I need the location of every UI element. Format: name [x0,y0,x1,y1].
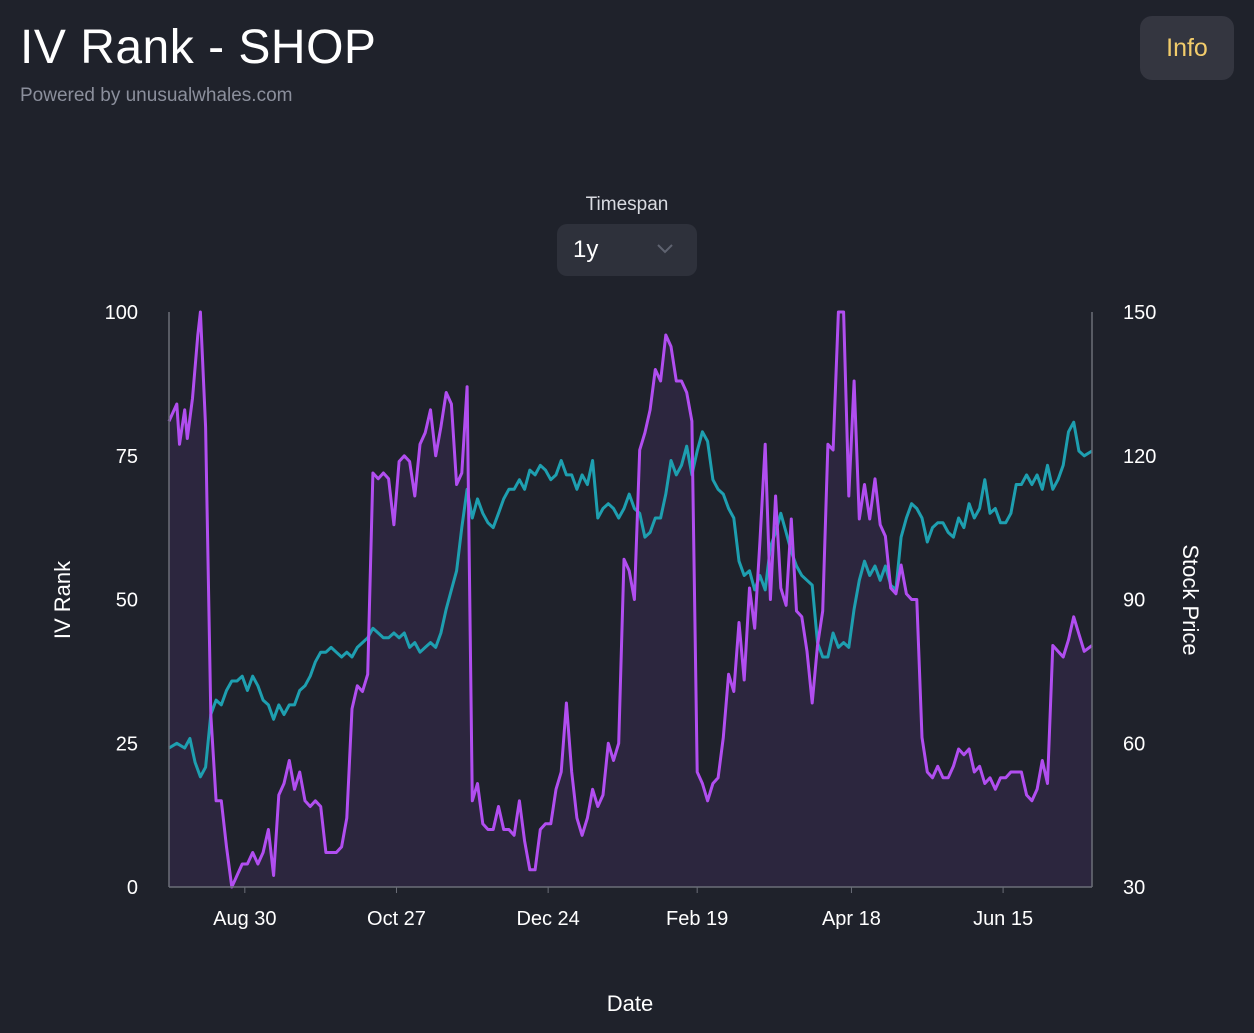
x-tick-label: Feb 19 [666,908,728,930]
left-tick-label: 25 [116,733,138,755]
timespan-select[interactable]: 1y [557,224,697,276]
info-button[interactable]: Info [1140,16,1234,80]
x-tick-label: Aug 30 [213,908,276,930]
right-tick-label: 60 [1123,733,1145,755]
timespan-label: Timespan [585,194,669,215]
left-tick-label: 50 [116,590,138,612]
right-tick-label: 90 [1123,590,1145,612]
x-axis-ticks: Aug 30 Oct 27 Dec 24 Feb 19 Apr 18 Jun 15 [213,887,1033,930]
left-tick-label: 75 [116,446,138,468]
iv-rank-series-line [167,310,1093,889]
left-tick-label: 100 [105,302,138,324]
timespan-value: 1y [573,236,599,263]
right-tick-label: 30 [1123,877,1145,899]
right-tick-label: 150 [1123,302,1156,324]
page-title: IV Rank - SHOP [20,21,377,74]
iv-rank-area-fill [169,312,1092,887]
right-tick-label: 120 [1123,446,1156,468]
x-tick-label: Apr 18 [822,908,881,930]
x-tick-label: Oct 27 [367,908,426,930]
x-tick-label: Jun 15 [973,908,1033,930]
left-axis-ticks: 0 25 50 75 100 [105,302,138,899]
powered-by-subtitle: Powered by unusualwhales.com [20,85,293,106]
left-tick-label: 0 [127,877,138,899]
chevron-down-icon [657,244,673,254]
y-axis-label-right: Stock Price [1178,544,1203,655]
y-axis-label-left: IV Rank [50,560,75,639]
right-axis-ticks: 30 60 90 120 150 [1123,302,1156,899]
x-axis-label: Date [607,991,653,1016]
x-tick-label: Dec 24 [516,908,579,930]
stock-price-series-line [168,420,1093,779]
